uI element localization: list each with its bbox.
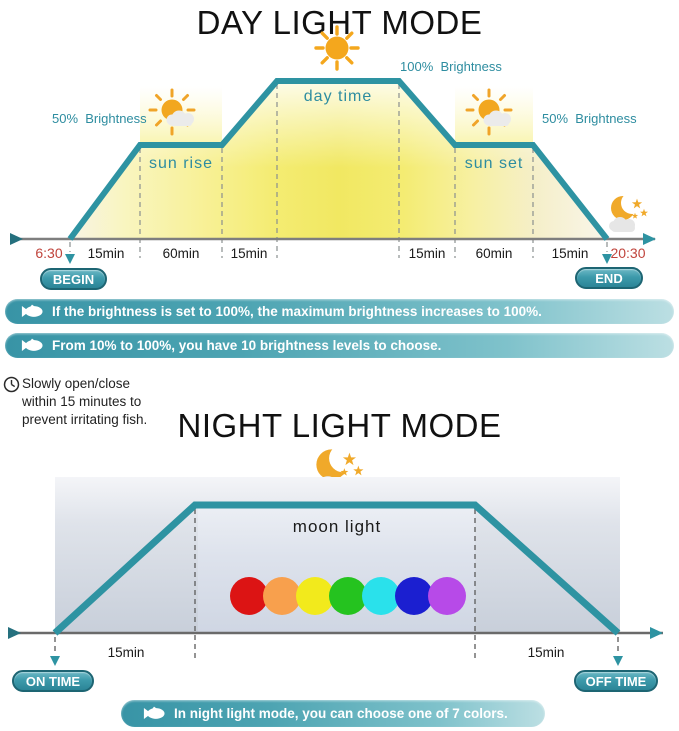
- fish-icon: [21, 304, 43, 317]
- night-tick-2: 15min: [527, 645, 565, 660]
- sun-rise-label: sun rise: [148, 155, 214, 172]
- sun-set-label: sun set: [464, 155, 524, 172]
- note-line-3: prevent irritating fish.: [22, 412, 148, 427]
- end-down-arrow-icon: [602, 254, 612, 264]
- end-badge: END: [575, 267, 643, 289]
- fish-icon: [21, 338, 43, 351]
- night-tick-1: 15min: [107, 645, 145, 660]
- color-dot: [329, 577, 367, 615]
- axis-right-arrow-icon: [643, 233, 656, 245]
- fish-icon: [143, 706, 165, 719]
- brightness-100-label: 100% Brightness: [400, 59, 502, 74]
- color-dot: [296, 577, 334, 615]
- banner-brightness-levels-text: From 10% to 100%, you have 10 brightness…: [52, 338, 442, 353]
- start-time-label: 6:30: [35, 245, 63, 261]
- day-tick-4: 15min: [408, 246, 446, 261]
- banner-brightness-levels: From 10% to 100%, you have 10 brightness…: [5, 333, 674, 358]
- sunset-icon: [463, 88, 521, 140]
- on-time-badge: ON TIME: [12, 670, 94, 692]
- note-line-2: within 15 minutes to: [22, 394, 142, 409]
- night-mode-title: NIGHT LIGHT MODE: [177, 407, 502, 444]
- color-dot: [428, 577, 466, 615]
- off-time-down-arrow-icon: [613, 656, 623, 666]
- day-time-label: day time: [303, 88, 373, 105]
- color-dot: [362, 577, 400, 615]
- day-mode-title: DAY LIGHT MODE: [196, 4, 483, 41]
- moon-light-label: moon light: [292, 517, 382, 536]
- axis-left-arrow-icon: [8, 627, 21, 639]
- clock-icon: [3, 376, 20, 393]
- begin-badge: BEGIN: [40, 268, 107, 290]
- banner-brightness-max-text: If the brightness is set to 100%, the ma…: [52, 304, 542, 319]
- axis-right-arrow-icon: [650, 627, 663, 639]
- day-brightness-chart: [10, 78, 656, 264]
- sun-icon: [314, 25, 360, 71]
- sunrise-icon: [146, 88, 204, 140]
- day-tick-6: 15min: [551, 246, 589, 261]
- brightness-50-right-label: 50% Brightness: [542, 111, 637, 126]
- color-dot: [395, 577, 433, 615]
- banner-night-colors-text: In night light mode, you can choose one …: [174, 706, 508, 721]
- moon-stars-icon: [606, 192, 650, 234]
- end-time-label: 20:30: [610, 245, 646, 261]
- begin-down-arrow-icon: [65, 254, 75, 264]
- on-time-down-arrow-icon: [50, 656, 60, 666]
- off-time-badge: OFF TIME: [574, 670, 658, 692]
- color-dot: [263, 577, 301, 615]
- day-tick-2: 60min: [162, 246, 200, 261]
- banner-night-colors: In night light mode, you can choose one …: [121, 700, 545, 727]
- day-tick-1: 15min: [87, 246, 125, 261]
- slow-open-note: Slowly open/close within 15 minutes to p…: [22, 375, 192, 429]
- banner-brightness-max: If the brightness is set to 100%, the ma…: [5, 299, 674, 324]
- day-tick-3: 15min: [230, 246, 268, 261]
- night-color-dots: [230, 577, 466, 615]
- axis-left-arrow-icon: [10, 233, 23, 245]
- night-brightness-chart: [8, 501, 663, 666]
- brightness-50-left-label: 50% Brightness: [52, 111, 147, 126]
- color-dot: [230, 577, 268, 615]
- note-line-1: Slowly open/close: [22, 376, 131, 391]
- day-tick-5: 60min: [475, 246, 513, 261]
